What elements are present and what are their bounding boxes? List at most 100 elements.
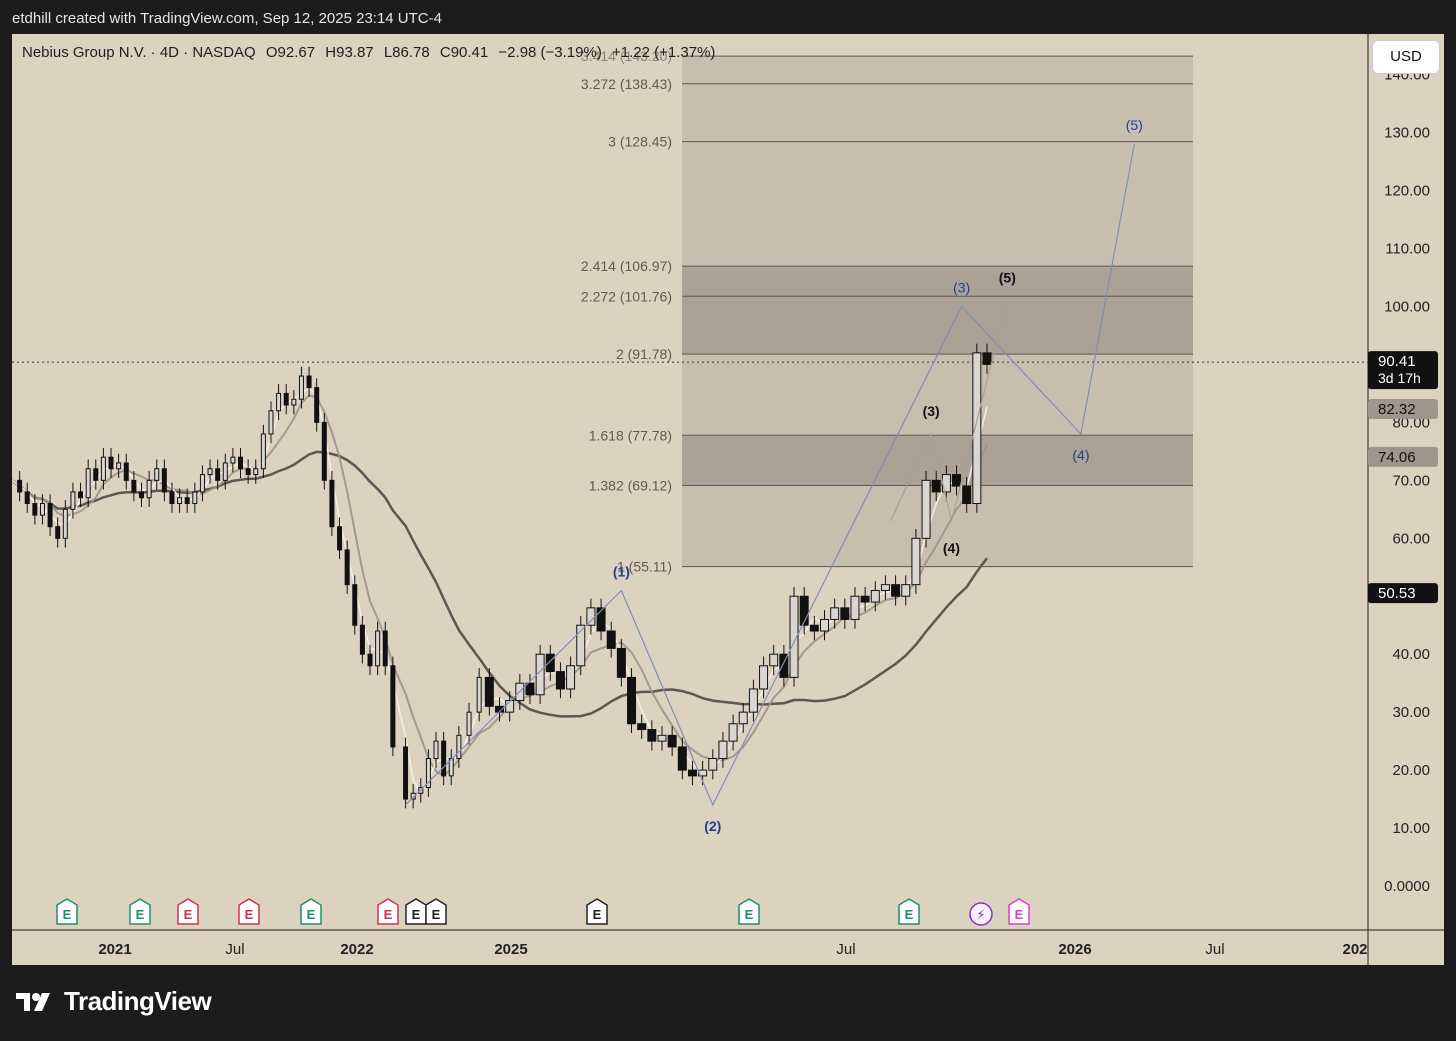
candle <box>230 456 236 464</box>
earnings-event-glyph: E <box>63 907 72 922</box>
candle <box>441 740 447 777</box>
price-axis-tick: 40.00 <box>1392 646 1430 663</box>
candle <box>70 491 76 510</box>
candle <box>637 723 647 731</box>
candle <box>456 734 462 760</box>
candle <box>116 462 122 470</box>
time-axis-tick: 2025 <box>494 941 527 958</box>
price-badge-value: 90.41 <box>1378 353 1416 370</box>
candle <box>545 653 555 673</box>
candle <box>382 630 388 667</box>
candle <box>344 549 350 586</box>
earnings-event-icon[interactable] <box>1008 898 1030 925</box>
candle <box>555 671 565 690</box>
candle <box>283 392 289 406</box>
price-axis-tick: 100.00 <box>1384 299 1430 316</box>
candle <box>484 676 494 707</box>
candle <box>616 647 626 678</box>
candle <box>931 479 941 493</box>
candle <box>972 352 982 505</box>
candle <box>298 375 304 400</box>
price-badge-ma_short <box>1368 398 1438 419</box>
earnings-event-glyph: E <box>412 907 421 922</box>
earnings-event-icon[interactable] <box>129 898 151 925</box>
symbol-legend: Nebius Group N.V. · 4D · NASDAQ O92.67 H… <box>22 44 721 61</box>
candle <box>779 653 789 678</box>
fib-level-label: 3.414 (143.20) <box>581 48 672 64</box>
earnings-event-icon[interactable] <box>56 898 78 925</box>
candle <box>433 740 439 760</box>
fib-level-label: 2.414 (106.97) <box>581 258 672 274</box>
candle <box>911 537 921 586</box>
candle <box>78 491 84 499</box>
candle <box>169 491 175 505</box>
earnings-event-icon[interactable] <box>377 898 399 925</box>
candle <box>306 375 312 389</box>
candle <box>321 421 327 481</box>
time-axis-tick: 202 <box>1342 941 1367 958</box>
candle <box>359 624 365 655</box>
dividend-event-icon[interactable] <box>969 902 993 926</box>
candle <box>596 607 606 632</box>
currency-button[interactable]: USD <box>1372 40 1440 74</box>
candle <box>576 624 586 667</box>
candle <box>425 758 431 788</box>
earnings-event-icon[interactable] <box>898 898 920 925</box>
candle <box>921 479 931 539</box>
earnings-event-glyph: E <box>245 907 254 922</box>
earnings-event-icon[interactable] <box>425 898 447 925</box>
candle <box>708 758 718 771</box>
price-badge-value: 74.06 <box>1378 449 1416 466</box>
price-chart[interactable]: 1 (55.11) 1.382 (69.12) 1.618 (77.78) 2 (91… <box>12 34 1444 965</box>
candle <box>466 711 472 736</box>
price-axis-tick: 0.0000 <box>1384 878 1430 895</box>
candle <box>952 474 962 487</box>
fib-band <box>682 141 1193 267</box>
wave-label-major: (4) <box>1072 447 1089 463</box>
earnings-event-icon[interactable] <box>738 898 760 925</box>
wave-label-minor: (5) <box>999 270 1016 286</box>
top-bar: etdhill created with TradingView.com, Se… <box>0 0 1456 36</box>
elliott-wave-major-line <box>405 144 1135 807</box>
candle <box>238 456 244 470</box>
candle <box>891 584 901 597</box>
fib-level-label: 3.272 (138.43) <box>581 76 672 92</box>
candle <box>154 468 160 481</box>
candle <box>352 584 358 626</box>
earnings-event-glyph: E <box>184 907 193 922</box>
extra-change-value: +1.22 (+1.37%) <box>612 44 716 61</box>
candle <box>748 688 758 713</box>
candle <box>687 769 697 777</box>
candle <box>268 410 274 435</box>
candle <box>253 468 259 476</box>
close-value: C90.41 <box>439 44 489 61</box>
candle <box>146 479 152 499</box>
candle <box>728 723 738 742</box>
candle <box>647 729 657 742</box>
earnings-event-icon[interactable] <box>300 898 322 925</box>
wave-label-major: (3) <box>953 280 970 296</box>
candle <box>39 503 45 516</box>
price-axis-tick: 30.00 <box>1392 704 1430 721</box>
price-axis-tick: 20.00 <box>1392 762 1430 779</box>
earnings-event-glyph: E <box>1015 907 1024 922</box>
candle <box>799 595 809 626</box>
candle <box>215 468 221 481</box>
fib-level-label: 2.272 (101.76) <box>581 288 672 304</box>
price-badge-ma_mid <box>1368 446 1438 467</box>
candle <box>337 526 343 551</box>
time-axis-tick: Jul <box>836 941 855 958</box>
earnings-event-icon[interactable] <box>238 898 260 925</box>
candle <box>657 734 667 742</box>
low-value: L86.78 <box>383 44 430 61</box>
price-badge-countdown: 3d 17h <box>1378 370 1421 386</box>
candle <box>100 456 106 481</box>
candle <box>403 746 409 800</box>
candle <box>870 589 880 603</box>
earnings-event-icon[interactable] <box>177 898 199 925</box>
candle <box>260 433 266 470</box>
tradingview-brand: TradingView <box>16 986 212 1017</box>
candle <box>840 607 850 620</box>
earnings-event-icon[interactable] <box>586 898 608 925</box>
symbol-name[interactable]: Nebius Group N.V. · 4D · NASDAQ <box>22 44 256 61</box>
